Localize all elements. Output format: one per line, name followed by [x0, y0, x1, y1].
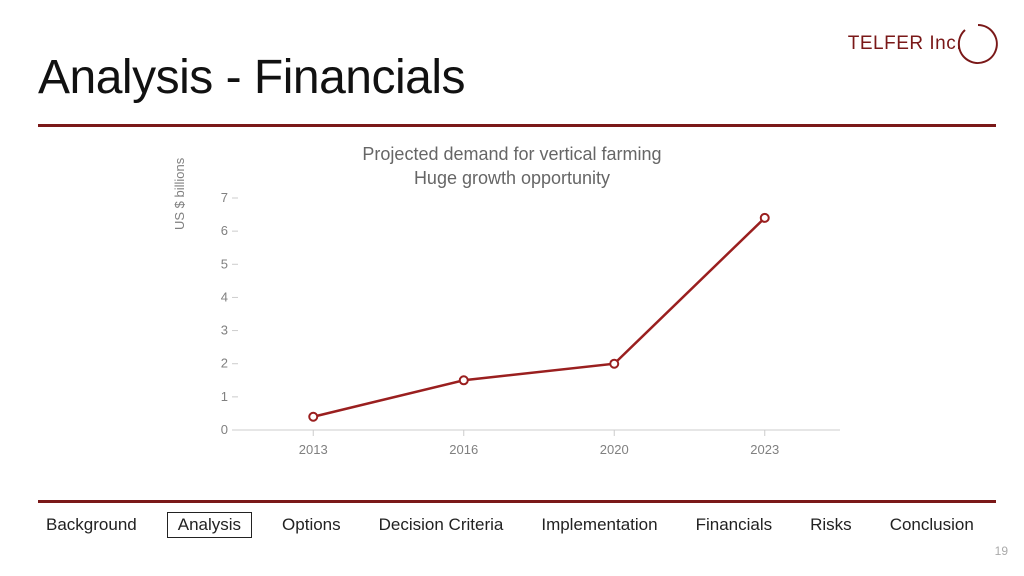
y-axis-label: US $ billions [172, 158, 187, 230]
svg-text:2020: 2020 [600, 442, 629, 457]
nav-item-background[interactable]: Background [38, 512, 145, 538]
svg-text:2013: 2013 [299, 442, 328, 457]
nav-item-risks[interactable]: Risks [802, 512, 860, 538]
page-title: Analysis - Financials [38, 50, 465, 105]
company-logo: TELFER Inc. [848, 22, 1000, 66]
svg-text:5: 5 [221, 256, 228, 271]
svg-text:0: 0 [221, 422, 228, 437]
nav-item-options[interactable]: Options [274, 512, 349, 538]
svg-text:1: 1 [221, 389, 228, 404]
section-nav: Background Analysis Options Decision Criter… [38, 512, 996, 538]
line-chart: 0 1 2 3 4 5 6 7 2013 2016 2020 2023 [190, 190, 870, 470]
chart-title-line2: Huge growth opportunity [0, 166, 1024, 190]
svg-text:2: 2 [221, 356, 228, 371]
bottom-rule [38, 500, 996, 503]
nav-item-financials[interactable]: Financials [688, 512, 781, 538]
svg-text:2023: 2023 [750, 442, 779, 457]
svg-text:6: 6 [221, 223, 228, 238]
company-name: TELFER Inc. [848, 33, 962, 55]
nav-item-decision-criteria[interactable]: Decision Criteria [371, 512, 512, 538]
svg-text:2016: 2016 [449, 442, 478, 457]
nav-item-implementation[interactable]: Implementation [533, 512, 665, 538]
top-rule [38, 124, 996, 127]
chart-title-block: Projected demand for vertical farming Hu… [0, 142, 1024, 191]
nav-item-conclusion[interactable]: Conclusion [882, 512, 982, 538]
chart-title-line1: Projected demand for vertical farming [0, 142, 1024, 166]
svg-text:3: 3 [221, 323, 228, 338]
svg-text:7: 7 [221, 190, 228, 205]
logo-circle-icon [956, 22, 1000, 66]
nav-item-analysis[interactable]: Analysis [167, 512, 252, 538]
svg-text:4: 4 [221, 289, 228, 304]
page-number: 19 [995, 544, 1008, 558]
